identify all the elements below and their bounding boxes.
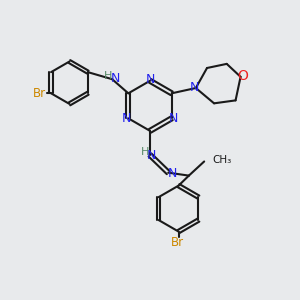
Text: N: N xyxy=(110,71,120,85)
Text: Br: Br xyxy=(170,236,184,249)
Text: N: N xyxy=(190,81,199,94)
Text: H: H xyxy=(104,71,112,81)
Text: N: N xyxy=(122,112,131,125)
Text: H: H xyxy=(140,147,149,157)
Text: Br: Br xyxy=(33,87,46,100)
Text: O: O xyxy=(238,69,248,83)
Text: N: N xyxy=(167,167,177,180)
Text: N: N xyxy=(147,148,157,161)
Text: N: N xyxy=(145,73,155,86)
Text: N: N xyxy=(169,112,178,125)
Text: CH₃: CH₃ xyxy=(212,155,232,165)
